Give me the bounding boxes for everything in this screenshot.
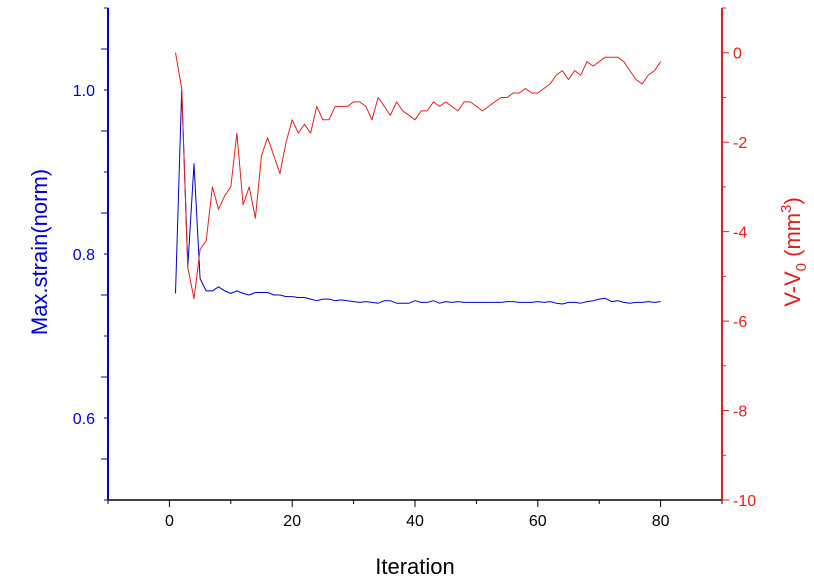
x-tick-label: 40 <box>406 513 424 530</box>
right-y-tick-label: 0 <box>733 46 742 63</box>
x-tick-label: 60 <box>529 513 547 530</box>
right-y-tick-label: -4 <box>733 225 747 242</box>
strain-series-line <box>175 89 661 305</box>
right-y-tick-label: -8 <box>733 404 747 421</box>
volume-series-line <box>175 52 662 300</box>
right-y-tick-label: -10 <box>733 493 756 510</box>
right-y-title-subscript: 0 <box>793 263 810 271</box>
plot-frame <box>107 8 723 501</box>
x-tick-label: 80 <box>652 513 670 530</box>
ticks-layer: 0 20 40 60 80 0.6 0.8 1.0 -10 -8 -6 -4 -2 0 <box>73 7 756 530</box>
right-y-title-unit-open: (mm <box>780 213 805 263</box>
right-y-title-unit-close: ) <box>780 197 805 204</box>
right-y-title-unit-superscript: 3 <box>778 205 795 213</box>
x-tick-label: 0 <box>165 513 174 530</box>
left-y-tick-label: 0.8 <box>73 247 95 264</box>
right-y-title-main: V-V <box>780 271 805 307</box>
left-y-axis-title: Max.strain(norm) <box>27 169 52 335</box>
right-y-tick-label: -6 <box>733 314 747 331</box>
right-y-axis-title: V-V0 (mm3) <box>778 197 810 307</box>
series-layer <box>175 52 662 305</box>
x-tick-label: 20 <box>283 513 301 530</box>
x-axis-title: Iteration <box>375 554 455 579</box>
left-y-tick-label: 0.6 <box>73 411 95 428</box>
right-y-tick-label: -2 <box>733 135 747 152</box>
left-y-tick-label: 1.0 <box>73 83 95 100</box>
